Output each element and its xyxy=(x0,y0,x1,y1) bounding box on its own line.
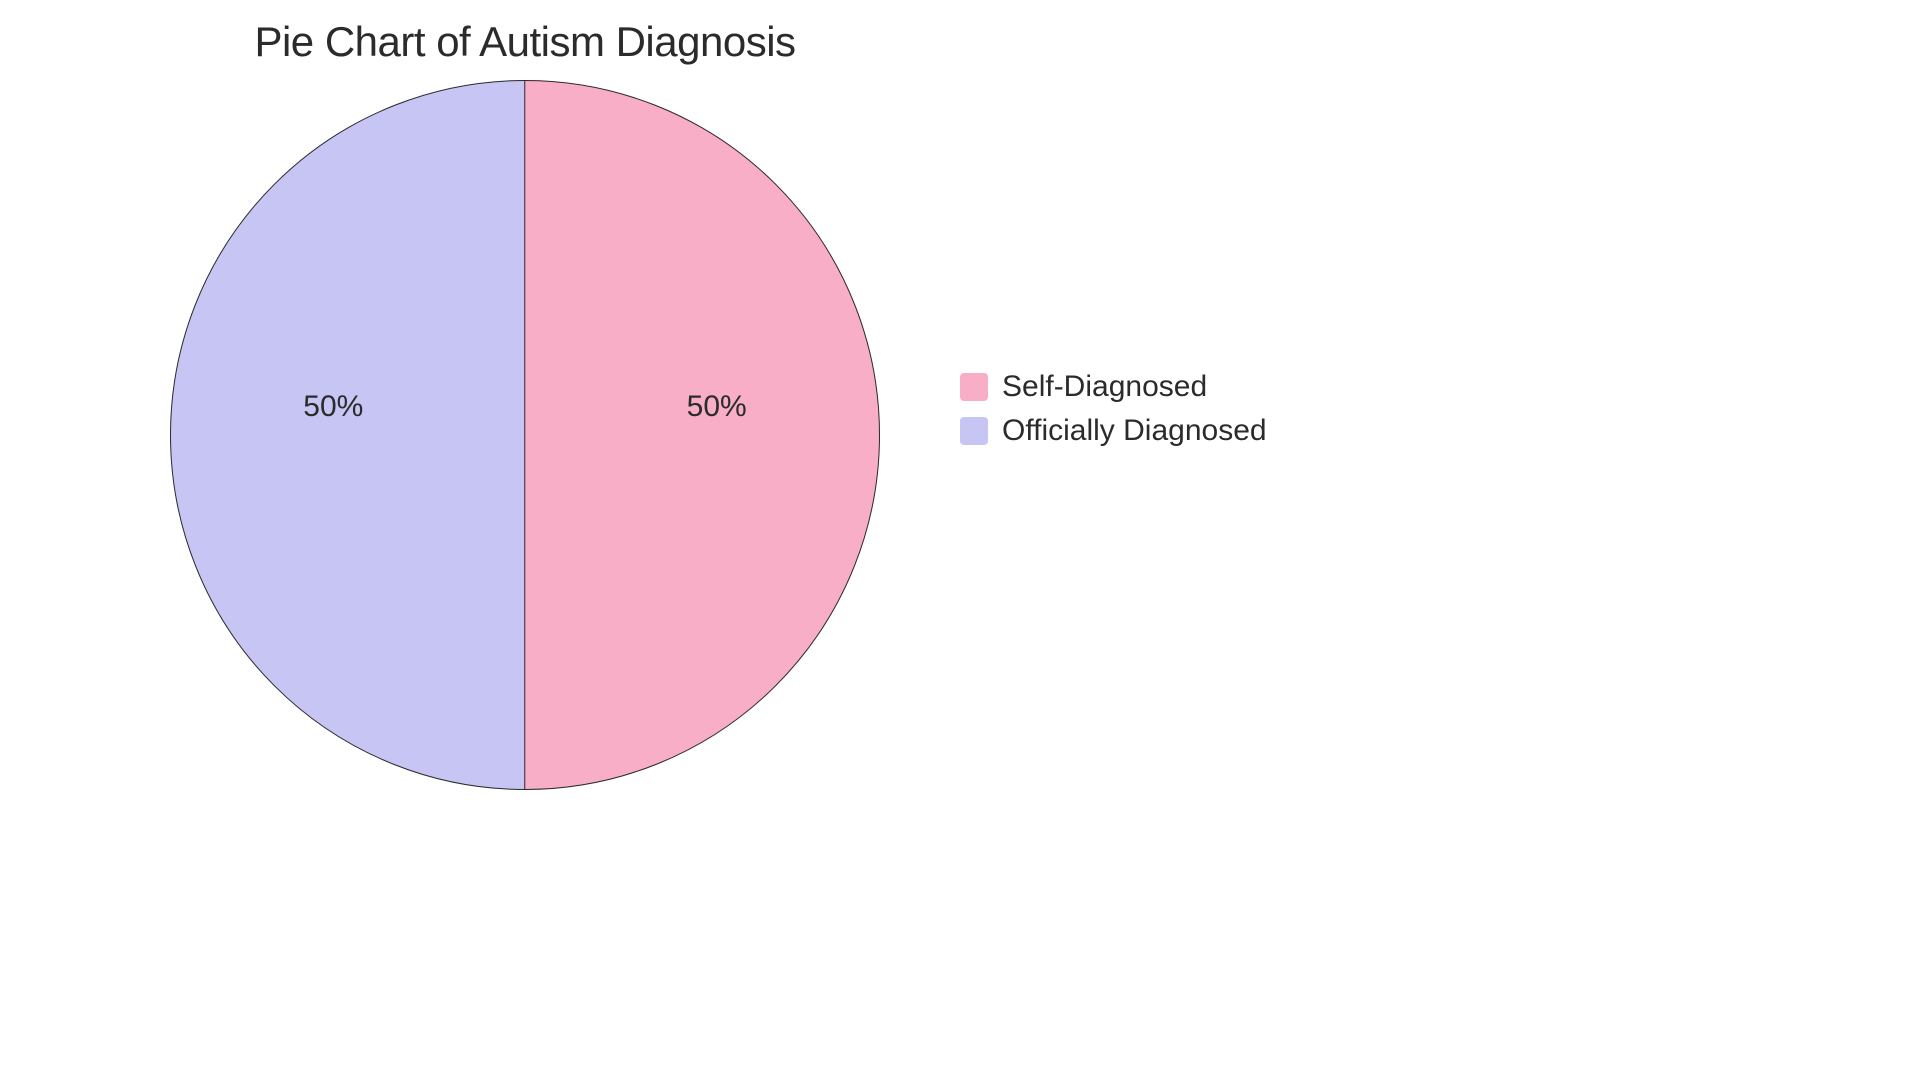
legend-swatch xyxy=(960,417,988,445)
legend: Self-Diagnosed Officially Diagnosed xyxy=(960,370,1267,458)
chart-title: Pie Chart of Autism Diagnosis xyxy=(0,18,1050,66)
slice-label-left: 50% xyxy=(303,390,363,424)
legend-label: Officially Diagnosed xyxy=(1002,414,1267,448)
legend-swatch xyxy=(960,373,988,401)
legend-item: Officially Diagnosed xyxy=(960,414,1267,448)
chart-container: Pie Chart of Autism Diagnosis 50% 50% Se… xyxy=(0,0,1920,1080)
slice-label-right: 50% xyxy=(687,390,747,424)
pie-holder: 50% 50% xyxy=(170,80,880,790)
legend-item: Self-Diagnosed xyxy=(960,370,1267,404)
pie xyxy=(170,80,880,790)
legend-label: Self-Diagnosed xyxy=(1002,370,1207,404)
